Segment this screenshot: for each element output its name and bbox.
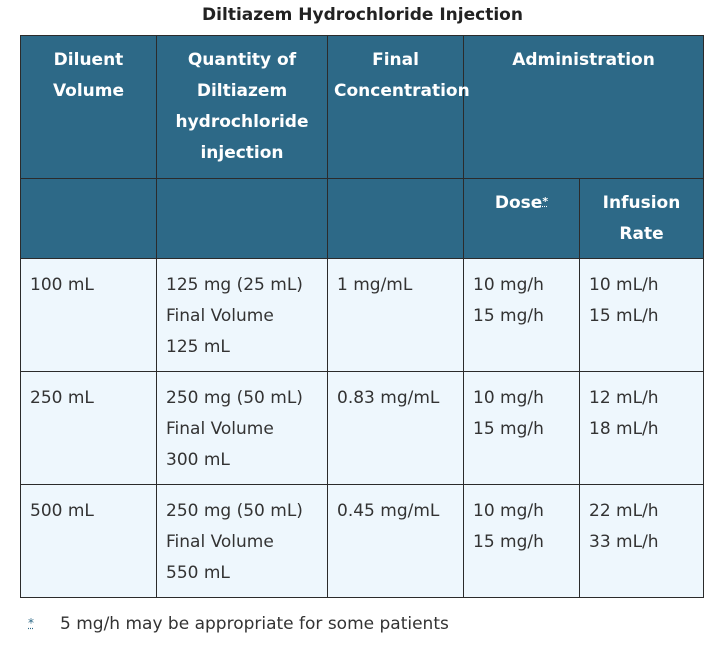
cell-quantity: 125 mg (25 mL) Final Volume 125 mL (156, 258, 328, 372)
dose-value: 10 mg/h (473, 388, 544, 408)
dose-value: 15 mg/h (473, 419, 544, 439)
cell-diluent: 100 mL (20, 258, 157, 372)
cell-infusion-rate: 12 mL/h 18 mL/h (578, 371, 705, 485)
table-row: 500 mL 250 mg (50 mL) Final Volume 550 m… (20, 484, 705, 598)
final-volume-value: 125 mL (166, 337, 230, 357)
table-row: 250 mL 250 mg (50 mL) Final Volume 300 m… (20, 371, 705, 485)
cell-diluent: 500 mL (20, 484, 157, 598)
footnote: * 5 mg/h may be appropriate for some pati… (28, 612, 449, 636)
dose-value: 15 mg/h (473, 532, 544, 552)
rate-value: 12 mL/h (589, 388, 659, 408)
footnote-text: 5 mg/h may be appropriate for some patie… (60, 614, 449, 634)
dose-value: 10 mg/h (473, 275, 544, 295)
header-quantity: Quantity of Diltiazem hydrochloride inje… (156, 35, 328, 179)
dilution-table: Diluent Volume Quantity of Diltiazem hyd… (20, 35, 705, 598)
quantity-amount: 250 mg (50 mL) (166, 388, 303, 408)
subheader-empty-3 (327, 178, 464, 259)
header-dose: Dose* (463, 178, 580, 259)
final-volume-label: Final Volume (166, 419, 274, 439)
final-volume-label: Final Volume (166, 306, 274, 326)
cell-diluent: 250 mL (20, 371, 157, 485)
quantity-amount: 250 mg (50 mL) (166, 501, 303, 521)
header-final-concentration: Final Concentration (327, 35, 470, 179)
header-administration: Administration (462, 35, 705, 179)
dose-value: 15 mg/h (473, 306, 544, 326)
header-dose-label: Dose (494, 193, 543, 213)
final-volume-label: Final Volume (166, 532, 274, 552)
quantity-amount: 125 mg (25 mL) (166, 275, 303, 295)
header-diluent-volume: Diluent Volume (20, 35, 157, 179)
dose-value: 10 mg/h (473, 501, 544, 521)
cell-infusion-rate: 10 mL/h 15 mL/h (578, 258, 705, 372)
header-infusion-rate: Infusion Rate (578, 178, 705, 259)
cell-dose: 10 mg/h 15 mg/h (463, 371, 580, 485)
dose-footnote-link[interactable]: * (542, 195, 549, 208)
footnote-marker-link[interactable]: * (28, 616, 34, 630)
subheader-row: Dose* Infusion Rate (20, 178, 705, 259)
header-row: Diluent Volume Quantity of Diltiazem hyd… (20, 35, 705, 179)
rate-value: 10 mL/h (589, 275, 659, 295)
table-caption: Diltiazem Hydrochloride Injection (202, 5, 523, 25)
subheader-empty-1 (20, 178, 157, 259)
cell-dose: 10 mg/h 15 mg/h (463, 258, 580, 372)
cell-quantity: 250 mg (50 mL) Final Volume 300 mL (156, 371, 328, 485)
rate-value: 33 mL/h (589, 532, 659, 552)
cell-concentration: 0.83 mg/mL (327, 371, 464, 485)
subheader-empty-2 (156, 178, 328, 259)
cell-dose: 10 mg/h 15 mg/h (463, 484, 580, 598)
rate-value: 18 mL/h (589, 419, 659, 439)
rate-value: 22 mL/h (589, 501, 659, 521)
cell-concentration: 0.45 mg/mL (327, 484, 464, 598)
final-volume-value: 550 mL (166, 563, 230, 583)
cell-quantity: 250 mg (50 mL) Final Volume 550 mL (156, 484, 328, 598)
cell-concentration: 1 mg/mL (327, 258, 464, 372)
rate-value: 15 mL/h (589, 306, 659, 326)
table-row: 100 mL 125 mg (25 mL) Final Volume 125 m… (20, 258, 705, 372)
cell-infusion-rate: 22 mL/h 33 mL/h (578, 484, 705, 598)
final-volume-value: 300 mL (166, 450, 230, 470)
